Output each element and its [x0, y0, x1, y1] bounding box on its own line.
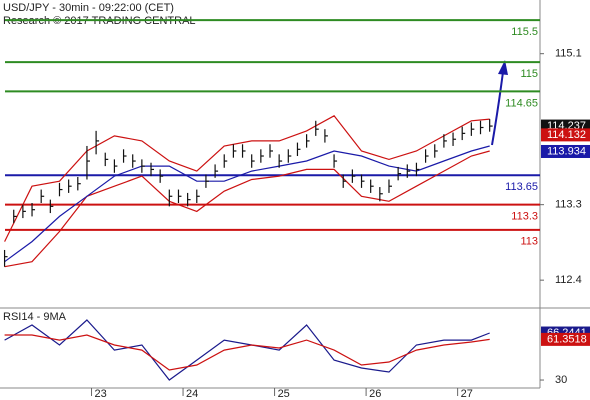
x-tick-label: 24: [186, 388, 198, 400]
y-tick-label: 113.3: [555, 199, 582, 211]
price-box: [541, 144, 590, 158]
price-box: [541, 332, 590, 346]
level-label: 113.65: [505, 181, 538, 193]
x-tick-label: 27: [461, 388, 473, 400]
rsi-title: RSI14 - 9MA: [3, 311, 67, 323]
price-box-label: 61.3518: [547, 333, 587, 345]
level-label: 114.65: [505, 97, 538, 109]
forecast-arrowhead: [498, 60, 508, 75]
x-tick-label: 26: [369, 388, 381, 400]
x-tick-label: 25: [278, 388, 290, 400]
level-label: 113: [520, 236, 538, 248]
chart-title: USD/JPY - 30min - 09:22:00 (CET): [3, 2, 174, 14]
price-box-label: 113.934: [547, 145, 586, 157]
y-tick-label: 112.4: [555, 274, 582, 286]
y-tick-label: 30: [555, 374, 567, 386]
rsi-line: [4, 334, 490, 371]
level-label: 115: [520, 68, 538, 80]
y-tick-label: 115.1: [555, 48, 582, 60]
price-box-label: 114.132: [547, 129, 586, 141]
x-tick-label: 23: [95, 388, 107, 400]
forecast-arrow: [491, 71, 504, 146]
level-label: 115.5: [511, 26, 538, 38]
price-box: [541, 128, 590, 142]
level-label: 113.3: [511, 211, 538, 223]
